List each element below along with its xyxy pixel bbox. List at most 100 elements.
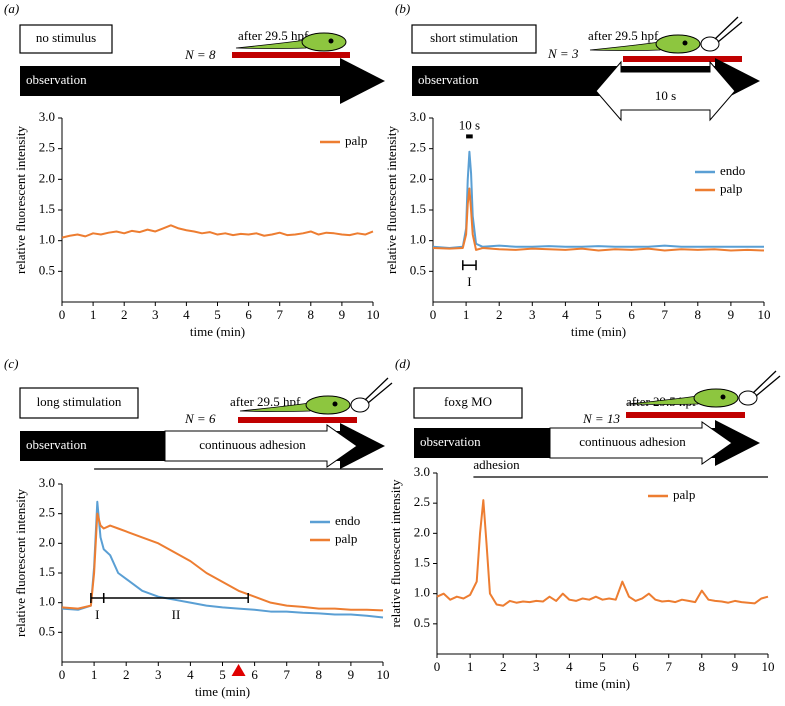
series-line [61, 224, 374, 239]
condition-box [19, 24, 113, 54]
y-axis-label: relative fluorescent intensity [13, 489, 28, 638]
x-tick-label: 1 [467, 659, 474, 674]
x-tick-label: 8 [699, 659, 706, 674]
condition-box [413, 387, 523, 419]
stimulus-arrow [595, 60, 736, 122]
fish-head [301, 32, 347, 52]
y-tick-label: 3.0 [39, 109, 55, 124]
x-tick-label: 8 [695, 307, 702, 322]
stage: after 29.5 hpf [588, 28, 659, 43]
x-axis-label: time (min) [571, 324, 626, 339]
stimulus-label: 10 s [655, 88, 676, 103]
condition: no stimulus [36, 30, 96, 45]
fish-tail [589, 41, 661, 51]
y-axis-label: relative fluorescent intensity [388, 479, 403, 628]
x-tick-label: 2 [123, 667, 130, 682]
x-tick-label: 9 [728, 307, 735, 322]
timeline-arrowhead [715, 420, 760, 466]
x-tick-label: 0 [59, 667, 66, 682]
x-tick-label: 10 [377, 667, 390, 682]
x-tick-label: 0 [430, 307, 437, 322]
fish-head [305, 395, 351, 415]
phase-label: continuous adhesion [579, 434, 686, 449]
legend-label: palp [720, 181, 742, 196]
sample-size: N = 3 [547, 46, 579, 61]
sample-size: N = 8 [184, 47, 216, 62]
legend-label: palp [345, 133, 367, 148]
y-tick-label: 1.0 [410, 232, 426, 247]
y-tick-label: 1.5 [39, 201, 55, 216]
y-tick-label: 2.0 [410, 170, 426, 185]
pipette [714, 16, 739, 40]
condition: long stimulation [37, 394, 122, 409]
x-tick-label: 0 [59, 307, 66, 322]
y-axis-label: relative fluorescent intensity [13, 126, 28, 275]
legend-label: endo [720, 163, 745, 178]
x-tick-label: 1 [463, 307, 470, 322]
y-tick-label: 1.0 [39, 232, 55, 247]
y-tick-label: 2.5 [39, 505, 55, 520]
phase-label: observation [418, 72, 479, 87]
adhesion-arrow [549, 421, 733, 465]
x-tick-label: 8 [316, 667, 323, 682]
y-tick-label: 3.0 [410, 109, 426, 124]
x-axis-label: time (min) [575, 676, 630, 691]
interval-label: I [95, 607, 99, 622]
x-tick-label: 10 [762, 659, 775, 674]
y-tick-label: 0.5 [39, 262, 55, 277]
legend-label: palp [673, 487, 695, 502]
x-tick-label: 4 [187, 667, 194, 682]
y-tick-label: 1.5 [410, 201, 426, 216]
series-line [61, 500, 384, 619]
x-tick-label: 9 [732, 659, 739, 674]
timeline-arrow [20, 66, 340, 96]
x-axis-label: time (min) [195, 684, 250, 699]
x-tick-label: 9 [339, 307, 346, 322]
condition: short stimulation [430, 30, 518, 45]
phase-label: observation [420, 434, 481, 449]
x-tick-label: 2 [500, 659, 507, 674]
x-tick-label: 10 [367, 307, 380, 322]
legend-label: endo [335, 513, 360, 528]
pipette [755, 375, 781, 397]
y-tick-label: 2.0 [414, 524, 430, 539]
y-tick-label: 2.0 [39, 534, 55, 549]
x-tick-label: 10 [758, 307, 771, 322]
red-bar [623, 56, 742, 62]
red-bar [626, 412, 745, 418]
fish-head [693, 388, 739, 408]
x-tick-label: 5 [595, 307, 602, 322]
x-tick-label: 3 [533, 659, 540, 674]
y-tick-label: 1.5 [39, 564, 55, 579]
series-line [432, 187, 765, 252]
series-line [436, 499, 769, 607]
condition-box [19, 387, 139, 419]
x-tick-label: 2 [121, 307, 128, 322]
timeline-arrowhead [340, 423, 385, 469]
x-tick-label: 1 [90, 307, 97, 322]
y-tick-label: 1.5 [414, 554, 430, 569]
panel-label: (c) [4, 356, 18, 371]
interval-label: I [467, 274, 471, 289]
x-tick-label: 3 [152, 307, 159, 322]
series-line [61, 512, 384, 612]
pipette-tip [700, 36, 720, 52]
timeline-arrowhead [340, 58, 385, 104]
pipette-tip [350, 397, 370, 413]
x-tick-label: 6 [632, 659, 639, 674]
x-tick-label: 3 [529, 307, 536, 322]
y-tick-label: 3.0 [414, 464, 430, 479]
panel-label: (a) [4, 1, 19, 16]
stage: after 29.5 hpf [238, 28, 309, 43]
x-tick-label: 6 [628, 307, 635, 322]
pipette [752, 370, 777, 394]
fish-eye [720, 394, 726, 400]
fish-head [655, 34, 701, 54]
y-tick-label: 2.0 [39, 170, 55, 185]
legend-label: palp [335, 531, 357, 546]
x-tick-label: 5 [599, 659, 606, 674]
x-tick-label: 7 [283, 667, 290, 682]
y-tick-label: 1.0 [414, 585, 430, 600]
x-tick-label: 4 [566, 659, 573, 674]
series-line [432, 150, 764, 250]
